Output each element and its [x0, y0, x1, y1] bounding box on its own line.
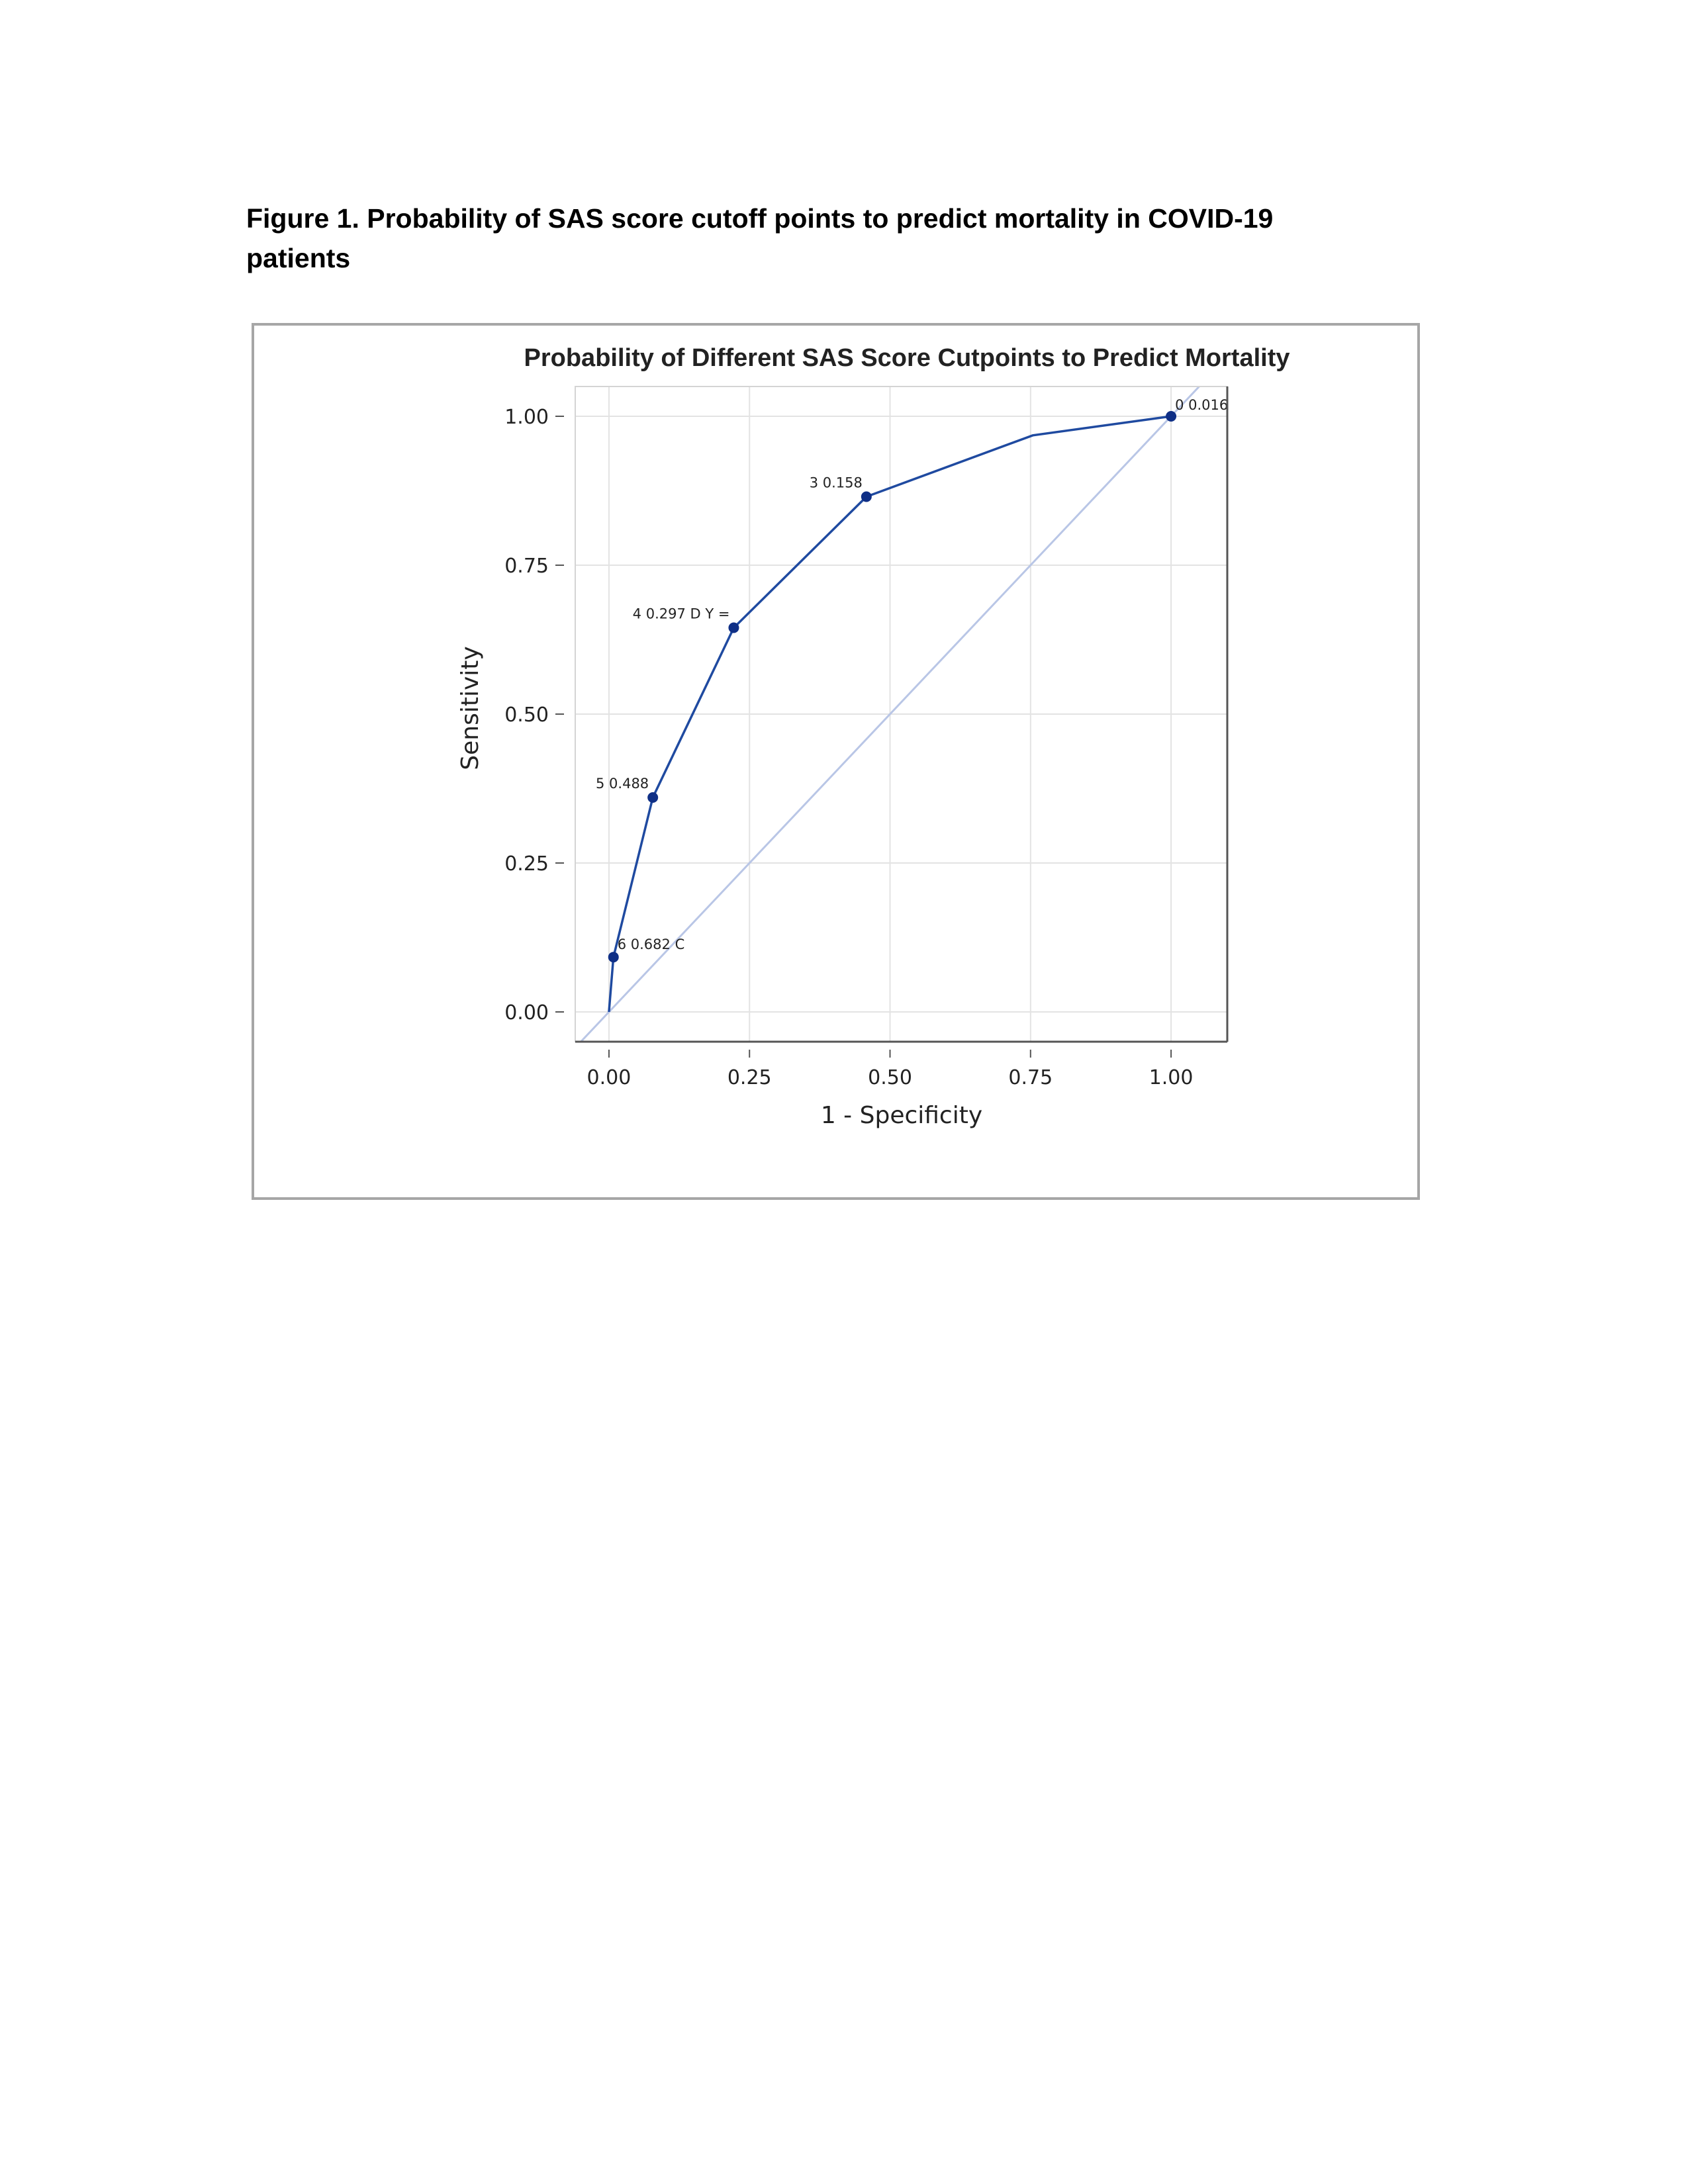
roc-point-label: 6 0.682 C: [618, 936, 685, 952]
roc-point-label: 5 0.488: [596, 776, 649, 792]
figure-caption-line-1: Figure 1. Probability of SAS score cutof…: [246, 203, 1274, 234]
roc-chart: Probability of Different SAS Score Cutpo…: [457, 344, 1290, 1129]
roc-point-marker: [728, 622, 739, 633]
roc-point-marker: [1166, 411, 1177, 422]
roc-point-marker: [647, 792, 659, 803]
figure-frame: Probability of Different SAS Score Cutpo…: [252, 323, 1420, 1200]
roc-point-marker: [861, 491, 872, 502]
x-tick-label: 0.00: [587, 1066, 632, 1089]
chart-title: Probability of Different SAS Score Cutpo…: [524, 344, 1290, 372]
y-tick-label: 0.00: [504, 1001, 549, 1024]
x-tick-label: 0.25: [727, 1066, 772, 1089]
figure-caption-line-2: patients: [246, 243, 351, 273]
y-tick-label: 0.75: [504, 555, 549, 578]
y-tick-label: 0.50: [504, 704, 549, 727]
y-axis-label: Sensitivity: [457, 646, 484, 770]
roc-point-marker: [608, 952, 619, 963]
y-tick-label: 1.00: [504, 406, 549, 429]
x-axis-label: 1 - Specificity: [821, 1102, 982, 1129]
x-tick-label: 0.75: [1008, 1066, 1053, 1089]
y-tick-label: 0.25: [504, 852, 549, 876]
reference-diagonal-line: [579, 387, 1201, 1042]
roc-point-label: 0 0.016: [1175, 397, 1228, 413]
roc-point-label: 4 0.297 D Y =: [633, 606, 730, 622]
roc-point-label: 3 0.158: [810, 475, 863, 491]
x-tick-label: 0.50: [868, 1066, 912, 1089]
figure-caption: Figure 1. Probability of SAS score cutof…: [246, 199, 1405, 278]
x-tick-label: 1.00: [1149, 1066, 1194, 1089]
